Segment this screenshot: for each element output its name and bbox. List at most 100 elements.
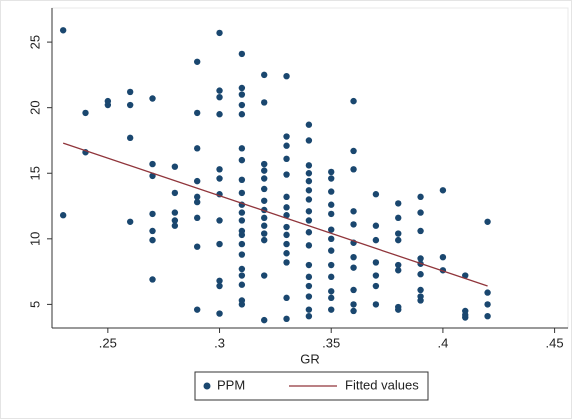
point xyxy=(305,312,313,320)
point xyxy=(238,281,246,288)
y-tick-label: 25 xyxy=(27,35,42,49)
point xyxy=(216,93,223,101)
point xyxy=(395,261,402,269)
point xyxy=(149,236,156,244)
point xyxy=(216,87,223,94)
point xyxy=(395,236,402,244)
point xyxy=(238,251,246,258)
point xyxy=(193,198,201,206)
point xyxy=(238,111,246,118)
point xyxy=(193,177,201,185)
point xyxy=(417,271,424,278)
point xyxy=(283,315,290,323)
point xyxy=(59,27,67,34)
point xyxy=(305,282,313,290)
x-tick-label: .3 xyxy=(214,335,225,350)
point xyxy=(216,175,223,182)
point xyxy=(238,209,246,216)
point xyxy=(216,217,223,224)
legend-label: PPM xyxy=(217,377,245,392)
point xyxy=(261,236,268,244)
point xyxy=(171,163,179,170)
point xyxy=(372,236,380,244)
point xyxy=(283,259,290,266)
y-tick-label: 20 xyxy=(27,100,42,114)
point xyxy=(462,272,469,279)
point xyxy=(283,155,290,163)
point xyxy=(261,185,268,193)
point xyxy=(261,99,268,106)
point xyxy=(305,306,313,313)
point xyxy=(238,240,246,248)
point xyxy=(328,247,335,254)
point xyxy=(149,95,156,102)
point xyxy=(126,134,134,142)
point xyxy=(261,167,268,174)
point xyxy=(283,204,290,211)
point xyxy=(238,231,246,239)
point xyxy=(238,272,246,279)
point xyxy=(305,137,313,144)
point xyxy=(149,227,156,235)
point xyxy=(305,242,313,249)
point xyxy=(395,214,402,222)
point xyxy=(372,282,380,290)
point xyxy=(372,301,380,308)
point xyxy=(82,109,89,117)
point xyxy=(305,217,313,224)
point xyxy=(328,226,335,233)
point xyxy=(305,293,313,300)
point xyxy=(238,145,246,152)
point xyxy=(171,217,179,224)
point xyxy=(417,209,424,216)
point xyxy=(328,273,335,281)
point xyxy=(238,156,246,164)
point xyxy=(372,191,380,198)
point xyxy=(484,301,491,308)
point xyxy=(283,142,290,149)
point xyxy=(216,166,223,173)
point xyxy=(193,214,201,222)
point xyxy=(328,201,335,208)
point xyxy=(283,223,290,231)
point xyxy=(193,109,201,117)
point xyxy=(305,121,313,128)
point xyxy=(238,101,246,109)
point xyxy=(305,162,313,169)
point xyxy=(417,227,424,235)
point xyxy=(193,306,201,313)
point xyxy=(171,209,179,216)
y-tick-label: 15 xyxy=(27,166,42,180)
point xyxy=(59,212,67,219)
point xyxy=(372,222,380,229)
point xyxy=(328,175,335,182)
point xyxy=(484,289,491,296)
point xyxy=(350,286,357,294)
point xyxy=(238,84,246,92)
point xyxy=(439,187,447,194)
point xyxy=(395,306,402,313)
point xyxy=(216,282,223,290)
point xyxy=(328,294,335,302)
point xyxy=(395,200,402,207)
point xyxy=(104,101,112,109)
point xyxy=(372,259,380,266)
point xyxy=(305,229,313,236)
point xyxy=(216,310,223,317)
point xyxy=(417,286,424,294)
x-tick-label: .45 xyxy=(546,335,564,350)
point xyxy=(283,231,290,239)
point xyxy=(238,176,246,184)
point xyxy=(261,222,268,229)
point xyxy=(328,210,335,218)
point xyxy=(238,50,246,58)
point xyxy=(126,218,134,225)
point xyxy=(283,171,290,178)
point xyxy=(439,253,447,261)
point xyxy=(283,193,290,201)
point xyxy=(462,314,469,321)
point xyxy=(261,71,268,79)
point xyxy=(126,88,134,96)
point xyxy=(305,261,313,269)
